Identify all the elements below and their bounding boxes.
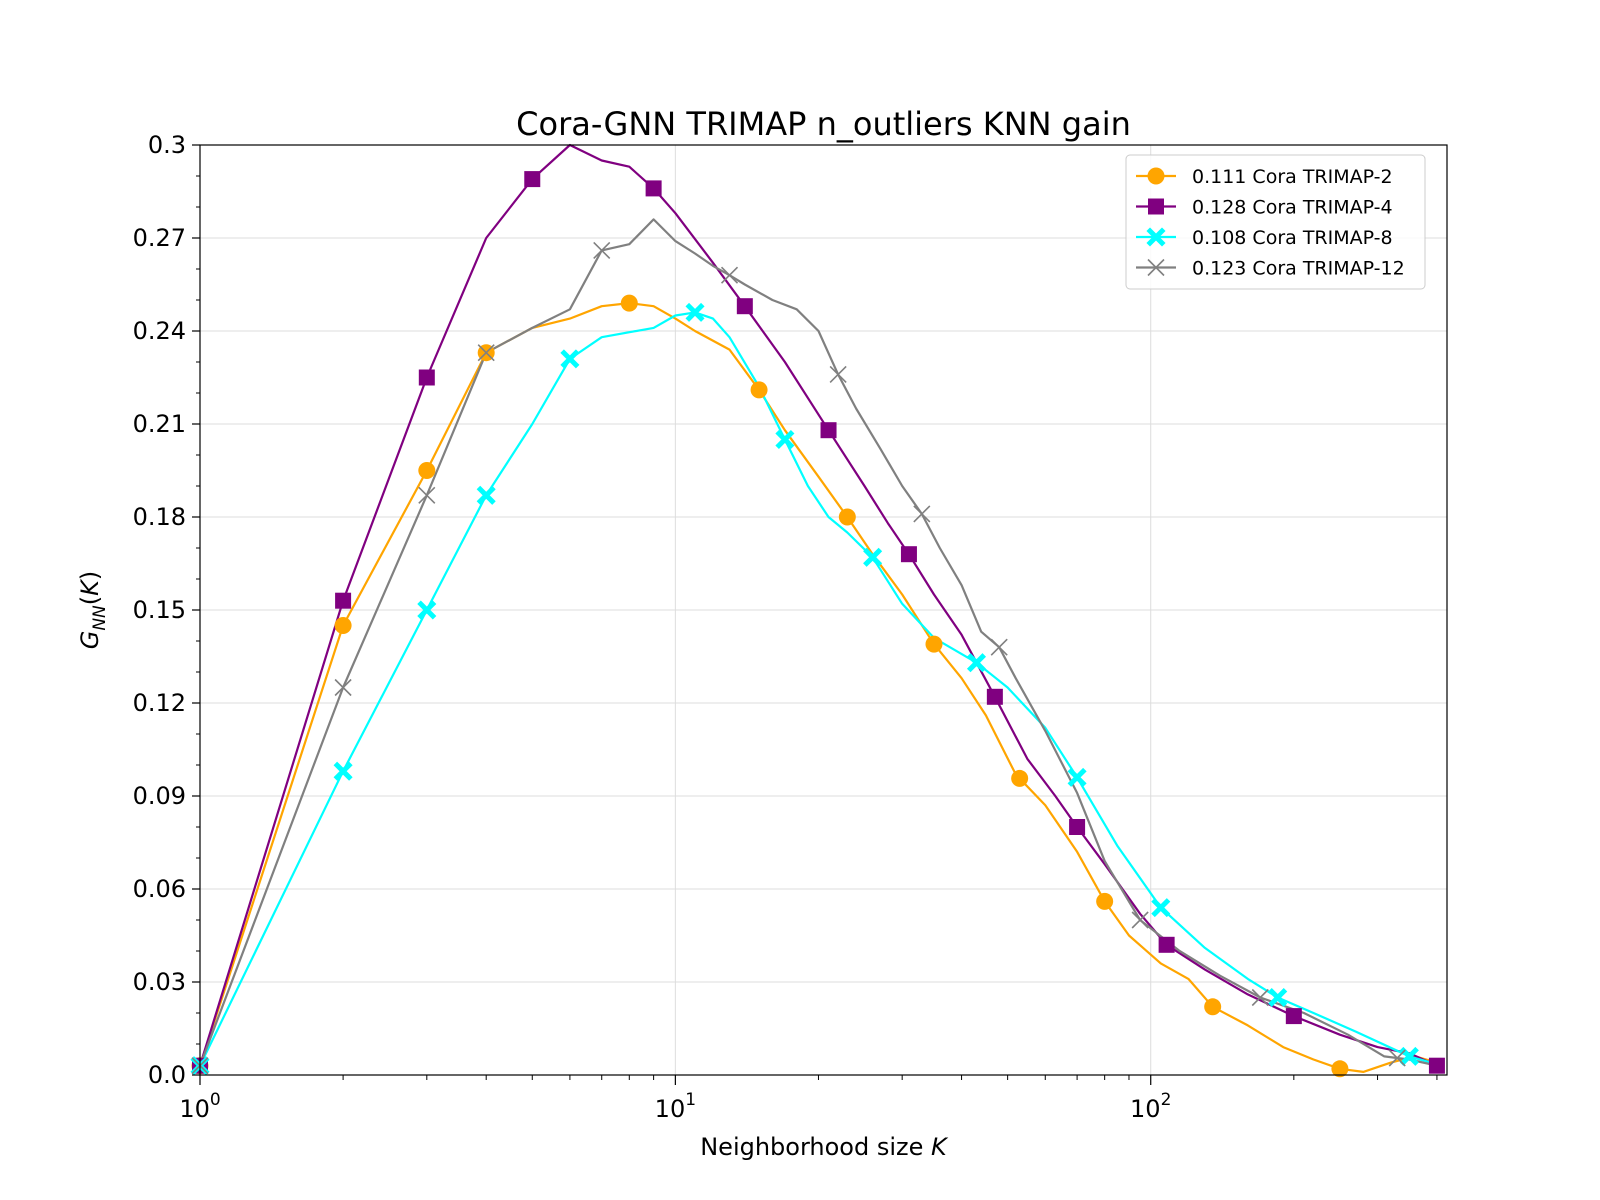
data-point	[334, 678, 352, 697]
y-tick-label: 0.18	[133, 503, 186, 531]
data-point	[820, 422, 837, 439]
data-point	[1268, 987, 1288, 1008]
data-point	[645, 180, 662, 197]
data-point	[986, 688, 1003, 705]
data-point	[900, 546, 917, 563]
series-markers-4	[191, 241, 1406, 1075]
data-point	[334, 617, 352, 634]
legend-marker	[1147, 167, 1165, 185]
data-point	[1158, 936, 1175, 953]
data-point	[620, 294, 638, 312]
data-point	[720, 266, 739, 284]
x-tick-label: 101	[655, 1090, 696, 1123]
data-point	[1096, 892, 1114, 910]
data-point	[966, 653, 987, 673]
chart-title: Cora-GNN TRIMAP n_outliers KNN gain	[516, 105, 1131, 143]
data-point	[990, 638, 1008, 656]
y-tick-label: 0.24	[133, 317, 186, 345]
data-point	[750, 381, 768, 399]
y-tick-label: 0.06	[133, 875, 186, 903]
series-line-3	[199, 311, 1443, 1067]
legend-marker	[1147, 258, 1165, 277]
series-line-4	[198, 218, 1438, 1067]
y-axis-label: GNN(K)	[76, 571, 110, 650]
y-tick-label: 0.15	[133, 596, 186, 624]
legend-entry: 0.108 Cora TRIMAP-8	[1136, 227, 1393, 249]
data-point	[1388, 1049, 1406, 1067]
data-point	[476, 485, 496, 505]
series-markers-3	[190, 302, 1419, 1076]
data-point	[1428, 1057, 1445, 1074]
data-point	[335, 592, 352, 609]
series-markers	[190, 171, 1445, 1078]
series-markers-1	[191, 294, 1349, 1078]
x-axis-label: Neighborhood size K	[700, 1133, 949, 1161]
axis-ticks: 0.0 0.03 0.06 0.09 0.12 0.15 0.18 0.21 0.24 0.27 0…	[133, 131, 1438, 1123]
data-point	[838, 508, 856, 526]
data-point	[333, 761, 353, 781]
data-point	[524, 171, 541, 188]
y-tick-label: 0.27	[133, 224, 186, 252]
data-point	[685, 302, 705, 322]
legend-label: 0.123 Cora TRIMAP-12	[1192, 258, 1405, 280]
data-point	[1399, 1046, 1419, 1066]
series-markers-2	[192, 171, 1445, 1074]
legend-label: 0.111 Cora TRIMAP-2	[1192, 166, 1393, 188]
data-point	[560, 349, 580, 369]
data-point	[477, 344, 495, 362]
data-point	[863, 547, 883, 567]
y-tick-label: 0.21	[133, 410, 186, 438]
legend-box	[1125, 154, 1426, 290]
data-point	[418, 486, 436, 504]
legend-marker	[1146, 227, 1166, 247]
y-tick-label: 0.0	[148, 1061, 186, 1089]
legend: 0.111 Cora TRIMAP-2 0.128 Cora TRIMAP-4 0.…	[1125, 154, 1426, 290]
x-tick-label: 102	[1130, 1090, 1171, 1123]
data-point	[925, 635, 943, 653]
legend-label: 0.108 Cora TRIMAP-8	[1192, 227, 1393, 249]
data-point	[417, 600, 437, 620]
data-point	[736, 298, 753, 315]
data-point	[418, 462, 436, 479]
legend-marker	[1148, 198, 1164, 215]
y-tick-label: 0.03	[133, 968, 186, 996]
legend-entry: 0.128 Cora TRIMAP-4	[1136, 197, 1393, 219]
data-point	[1067, 767, 1087, 787]
data-point	[1069, 819, 1086, 835]
data-point	[1131, 911, 1149, 929]
data-point	[775, 429, 795, 450]
data-point	[1151, 898, 1171, 918]
y-tick-label: 0.12	[133, 689, 186, 717]
data-point	[1204, 998, 1222, 1016]
data-point	[1251, 988, 1269, 1007]
legend-entry: 0.111 Cora TRIMAP-2	[1136, 166, 1393, 188]
data-point	[829, 365, 847, 383]
data-point	[418, 369, 435, 386]
data-point	[1285, 1008, 1302, 1025]
data-point	[1331, 1060, 1349, 1078]
y-tick-label: 0.09	[133, 782, 186, 810]
data-point	[1011, 769, 1029, 787]
legend-label: 0.128 Cora TRIMAP-4	[1192, 197, 1393, 219]
y-tick-label: 0.3	[148, 131, 186, 159]
legend-entry: 0.123 Cora TRIMAP-12	[1136, 258, 1405, 280]
x-tick-label: 100	[179, 1090, 220, 1123]
data-point	[913, 505, 931, 523]
data-point	[593, 241, 611, 259]
